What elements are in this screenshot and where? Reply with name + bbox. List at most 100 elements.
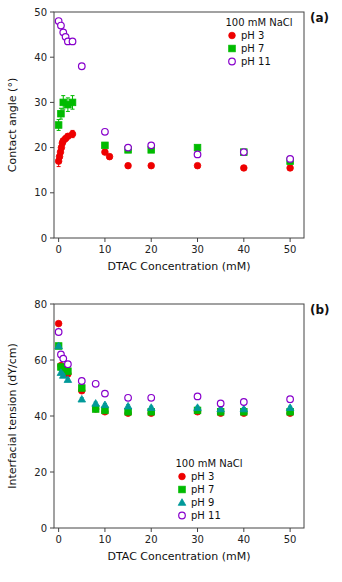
legend-marker <box>229 45 236 52</box>
legend-marker <box>229 32 236 39</box>
series <box>55 320 293 416</box>
x-axis-label: DTAC Concentration (mM) <box>108 550 251 563</box>
point <box>78 395 86 402</box>
y-tick-label: 80 <box>34 299 47 310</box>
legend: 100 mM NaClpH 3pH 7pH 9pH 11 <box>175 458 242 521</box>
legend-label: pH 3 <box>191 471 214 482</box>
x-tick-label: 50 <box>284 244 297 255</box>
point <box>59 372 67 379</box>
legend-marker <box>178 499 186 506</box>
plot-frame <box>54 304 304 528</box>
series <box>55 342 294 412</box>
point <box>106 153 113 160</box>
legend-marker <box>179 486 186 493</box>
point <box>241 149 248 156</box>
point <box>102 407 109 414</box>
point <box>287 165 294 172</box>
x-tick <box>151 528 152 532</box>
legend: 100 mM NaClpH 3pH 7pH 11 <box>225 17 292 67</box>
panel-label: (b) <box>310 303 330 317</box>
x-tick <box>197 528 198 532</box>
y-tick <box>50 304 54 305</box>
point <box>194 404 202 411</box>
point <box>101 401 109 408</box>
point <box>148 395 155 402</box>
y-tick <box>50 192 54 193</box>
point <box>194 162 201 169</box>
y-tick <box>50 416 54 417</box>
point <box>194 393 201 400</box>
legend-label: pH 7 <box>241 43 264 54</box>
y-tick-label: 60 <box>34 355 47 366</box>
point <box>92 381 99 388</box>
x-tick-label: 50 <box>284 534 297 545</box>
legend-marker <box>179 512 186 519</box>
point <box>55 320 62 327</box>
point <box>102 142 109 149</box>
point <box>69 131 76 138</box>
x-tick <box>197 238 198 242</box>
point <box>55 122 62 129</box>
point <box>92 400 100 407</box>
point <box>102 128 109 135</box>
y-tick-label: 20 <box>34 142 47 153</box>
legend-label: pH 7 <box>191 484 214 495</box>
panel: 01020304050020406080DTAC Concentration (… <box>6 299 330 564</box>
legend-marker <box>229 58 236 65</box>
y-tick <box>50 472 54 473</box>
y-tick-label: 20 <box>34 467 47 478</box>
x-tick <box>58 238 59 242</box>
plot-frame <box>54 12 304 238</box>
y-tick <box>50 102 54 103</box>
point <box>240 405 248 412</box>
x-tick-label: 0 <box>55 244 61 255</box>
plot-area <box>55 18 293 172</box>
point <box>241 149 248 156</box>
y-tick-label: 10 <box>34 187 47 198</box>
point <box>147 404 155 411</box>
point <box>124 402 132 409</box>
point <box>78 378 85 385</box>
point <box>125 162 132 169</box>
x-tick <box>104 528 105 532</box>
series <box>55 96 293 165</box>
point <box>287 396 294 403</box>
legend-label: pH 11 <box>241 56 271 67</box>
point <box>55 342 63 349</box>
point <box>148 162 155 169</box>
point <box>92 406 99 413</box>
x-tick-label: 20 <box>145 534 158 545</box>
y-tick <box>50 57 54 58</box>
y-tick-label: 0 <box>41 523 47 534</box>
point <box>78 63 85 70</box>
panel: 0102030405001020304050DTAC Concentration… <box>6 7 329 274</box>
legend-label: pH 11 <box>191 510 221 521</box>
x-tick-label: 30 <box>191 244 204 255</box>
point <box>58 110 65 117</box>
point <box>287 156 294 163</box>
point <box>78 385 85 392</box>
point <box>217 400 224 407</box>
point <box>125 395 132 402</box>
x-tick <box>243 528 244 532</box>
y-tick <box>50 12 54 13</box>
point <box>286 404 294 411</box>
y-tick-label: 40 <box>34 411 47 422</box>
y-tick-label: 0 <box>41 233 47 244</box>
x-tick <box>243 238 244 242</box>
x-tick <box>151 238 152 242</box>
figure: 0102030405001020304050DTAC Concentration… <box>0 0 342 582</box>
x-tick <box>290 238 291 242</box>
point <box>125 409 132 416</box>
y-tick-label: 30 <box>34 97 47 108</box>
legend-label: pH 3 <box>241 30 264 41</box>
series <box>55 343 293 415</box>
x-tick <box>58 528 59 532</box>
point <box>102 390 109 397</box>
y-tick <box>50 360 54 361</box>
point <box>69 99 76 106</box>
point <box>241 399 248 406</box>
point <box>55 343 62 350</box>
y-tick <box>50 528 54 529</box>
point <box>69 38 76 45</box>
